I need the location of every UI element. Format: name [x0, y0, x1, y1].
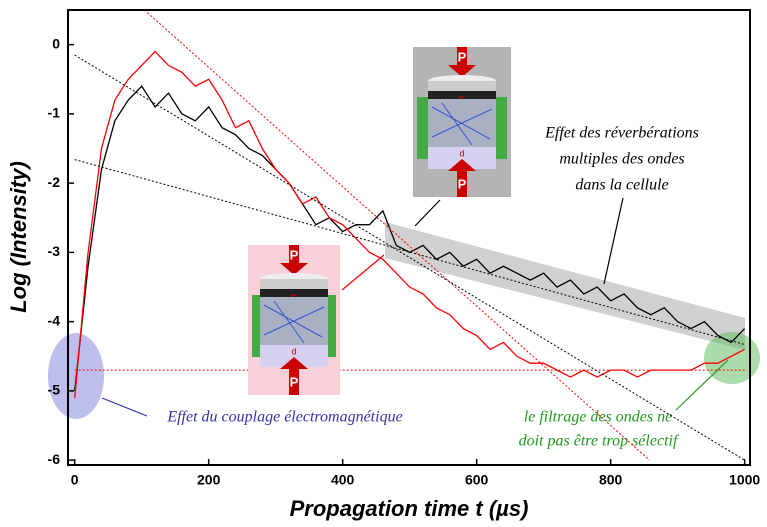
piston-arrow [448, 159, 476, 171]
annotation: Effet des réverbérations [544, 125, 699, 142]
inset-label: d [291, 346, 296, 356]
wave-paths [263, 300, 325, 344]
cap [428, 81, 496, 91]
y-tick-label: 0 [52, 35, 60, 51]
electrode [428, 91, 496, 99]
y-tick-label: -3 [48, 243, 61, 259]
piston-arrow [280, 263, 308, 275]
data-line [74, 50, 745, 398]
arrow [414, 199, 441, 227]
inset-label: P [458, 176, 467, 191]
annotation: dans la cellule [575, 177, 668, 194]
piston-arrow [457, 47, 467, 71]
arrow [675, 359, 729, 411]
cap [260, 279, 328, 289]
x-tick-label: 1000 [729, 472, 760, 488]
inset: PEdP [413, 47, 511, 197]
y-tick-label: -2 [48, 174, 61, 190]
plot-frame [67, 9, 751, 466]
x-tick-label: 800 [599, 472, 623, 488]
lower-cylinder [428, 147, 496, 169]
arrow [341, 254, 385, 291]
x-tick-label: 600 [465, 472, 489, 488]
arrow [101, 397, 148, 417]
coil [493, 97, 507, 159]
annotation: Effet du couplage électromagnétique [166, 409, 402, 426]
y-tick-label: -5 [48, 382, 61, 398]
annotation: le filtrage des ondes ne [524, 409, 672, 426]
piston-arrow [289, 369, 299, 395]
y-axis-label: Log (Intensity) [6, 161, 31, 313]
inset-label: P [290, 247, 299, 262]
inset-label: P [458, 49, 467, 64]
arrows [101, 197, 729, 417]
annotation: multiples des ondes [559, 151, 684, 168]
x-axis-label: Propagation time t (µs) [290, 496, 529, 521]
x-tick-label: 400 [331, 472, 355, 488]
fit-line [74, 54, 745, 461]
fit-line [144, 10, 650, 461]
wave-paths [431, 102, 493, 146]
inset-label: d [459, 148, 464, 158]
electrode [260, 289, 328, 297]
x-tick-label: 0 [71, 472, 79, 488]
y-tick-label: -1 [48, 105, 61, 121]
inset-label: P [290, 374, 299, 389]
y-tick-label: -4 [48, 312, 61, 328]
data-line [74, 85, 746, 391]
inset: PEdP [248, 245, 340, 395]
highlight-ellipse [704, 332, 760, 384]
lower-cylinder [260, 345, 328, 367]
x-tick-label: 200 [197, 472, 221, 488]
piston-arrow [448, 65, 476, 77]
piston-arrow [289, 245, 299, 269]
piston-arrow [280, 357, 308, 369]
trend-band [385, 222, 745, 350]
coil [417, 97, 431, 159]
annotation: doit pas être trop sélectif [519, 433, 680, 450]
arrow [603, 197, 624, 285]
y-tick-label: -6 [48, 451, 61, 467]
piston-arrow [457, 171, 467, 197]
